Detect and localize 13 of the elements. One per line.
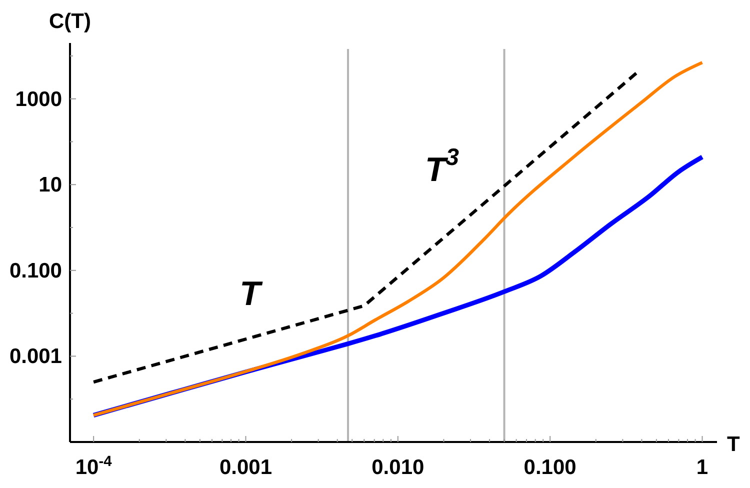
x-tick-label: 0.001 (219, 456, 272, 479)
x-tick-label: 10$^{-4}$ (75, 454, 113, 479)
x-tick-label: 0.100 (524, 456, 576, 479)
y-tick-label: 0.100 (9, 259, 62, 282)
y-tick-label: 0.001 (9, 345, 62, 368)
annotation: T$^{3}$ (424, 144, 460, 189)
y-tick-label: 1000 (15, 88, 62, 111)
annotation: T (240, 274, 264, 313)
x-tick-label: 0.010 (372, 456, 424, 479)
y-tick-label: 10 (38, 174, 62, 197)
y-axis-title: C(T) (49, 10, 91, 33)
x-axis-title: T (727, 433, 740, 456)
x-tick-label: 1 (696, 456, 708, 479)
